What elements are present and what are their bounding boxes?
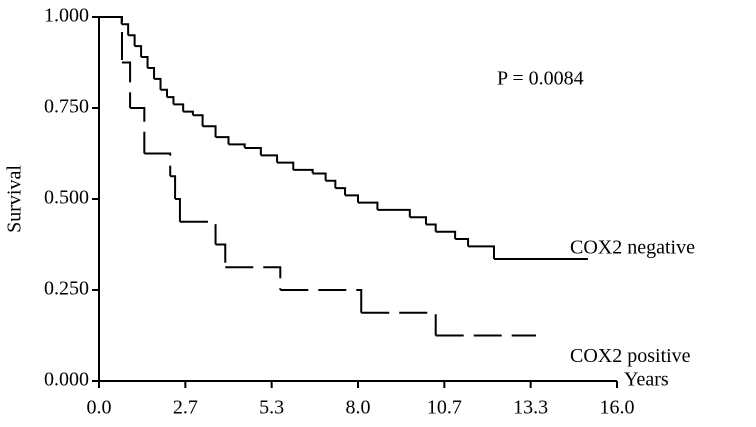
survival-step bbox=[345, 194, 359, 203]
survival-step bbox=[312, 172, 327, 181]
survival-step bbox=[154, 77, 162, 90]
survival-step bbox=[435, 230, 457, 240]
survival-step bbox=[280, 289, 363, 313]
survival-step bbox=[228, 143, 246, 149]
survival-step bbox=[99, 16, 123, 63]
survival-step bbox=[99, 16, 123, 25]
p-value: P = 0.0084 bbox=[497, 68, 584, 90]
survival-step bbox=[377, 208, 411, 218]
survival-step bbox=[202, 125, 217, 138]
survival-step bbox=[244, 147, 262, 156]
x-tick-label: 0.0 bbox=[87, 397, 112, 419]
survival-step bbox=[130, 107, 146, 154]
y-tick-label: 0.250 bbox=[44, 278, 89, 300]
y-axis-label: Survival bbox=[4, 165, 26, 233]
survival-step bbox=[121, 61, 132, 108]
survival-step bbox=[179, 220, 217, 245]
survival-step bbox=[147, 66, 156, 79]
series-label: COX2 positive bbox=[570, 345, 691, 367]
x-tick-label: 10.7 bbox=[427, 397, 462, 419]
survival-step bbox=[325, 179, 337, 189]
survival-step bbox=[173, 103, 185, 112]
survival-step bbox=[183, 110, 194, 116]
survival-step bbox=[277, 161, 295, 170]
series-label: COX2 negative bbox=[570, 237, 695, 259]
y-tick-label: 1.000 bbox=[44, 5, 89, 27]
survival-step bbox=[215, 136, 230, 145]
survival-step bbox=[192, 114, 204, 127]
x-tick-label: 2.7 bbox=[173, 397, 198, 419]
survival-step bbox=[128, 34, 136, 47]
survival-step bbox=[170, 175, 177, 199]
survival-step bbox=[134, 45, 143, 58]
survival-step bbox=[409, 216, 427, 225]
y-tick-label: 0.000 bbox=[44, 369, 89, 391]
x-axis-label: Years bbox=[624, 369, 669, 391]
survival-step bbox=[358, 201, 379, 210]
survival-step bbox=[361, 311, 437, 336]
survival-step bbox=[293, 168, 314, 174]
x-tick-label: 16.0 bbox=[600, 397, 635, 419]
survival-step bbox=[225, 266, 282, 290]
survival-step bbox=[166, 96, 175, 105]
survival-step bbox=[215, 243, 227, 268]
survival-step bbox=[260, 154, 279, 163]
survival-step bbox=[175, 198, 181, 222]
survival-step bbox=[121, 23, 130, 36]
survival-step bbox=[141, 56, 149, 68]
survival-step bbox=[160, 88, 168, 98]
survival-step bbox=[144, 152, 172, 177]
survival-step bbox=[425, 223, 437, 232]
x-tick-label: 5.3 bbox=[259, 397, 284, 419]
x-tick-label: 13.3 bbox=[513, 397, 548, 419]
x-tick-label: 8.0 bbox=[346, 397, 371, 419]
survival-step bbox=[455, 238, 470, 247]
y-tick-label: 0.750 bbox=[44, 96, 89, 118]
survival-step bbox=[468, 245, 495, 260]
y-tick-label: 0.500 bbox=[44, 187, 89, 209]
survival-step bbox=[335, 187, 347, 196]
